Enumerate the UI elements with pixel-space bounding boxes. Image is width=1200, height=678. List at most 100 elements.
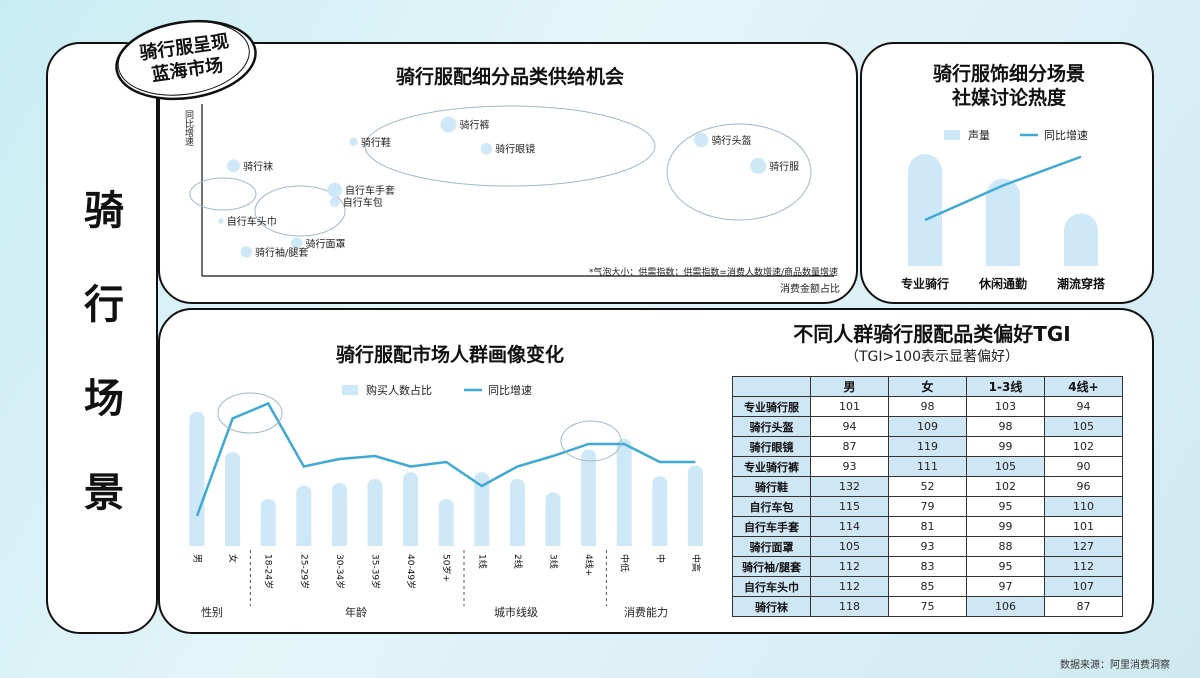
tgi-row-header: 专业骑行裤 bbox=[732, 456, 811, 477]
scene-bar-base bbox=[986, 249, 1020, 266]
tgi-row: 专业骑行服 101 98 103 94 bbox=[732, 396, 1123, 417]
scene-bar bbox=[986, 178, 1020, 266]
scene-title: 骑行服饰细分场景 社媒讨论热度 bbox=[862, 62, 1156, 110]
scene-growth-line bbox=[924, 155, 1082, 222]
crowd-title: 骑行服配市场人群画像变化 bbox=[335, 344, 564, 366]
tgi-row-header: 骑行头盔 bbox=[732, 416, 811, 437]
tgi-cell: 115 bbox=[810, 496, 889, 517]
tgi-cell: 90 bbox=[1044, 456, 1123, 477]
tgi-cell: 119 bbox=[888, 436, 967, 457]
cluster-ellipse bbox=[364, 105, 656, 187]
bubble-point bbox=[329, 197, 340, 208]
tgi-cell: 114 bbox=[810, 516, 889, 537]
bubble-label: 骑行头盔 bbox=[712, 134, 752, 147]
tgi-cell: 105 bbox=[966, 456, 1045, 477]
tgi-row: 骑行鞋 132 52 102 96 bbox=[732, 476, 1123, 497]
tgi-cell: 93 bbox=[810, 456, 889, 477]
tgi-cell: 118 bbox=[810, 596, 889, 617]
tgi-cell: 83 bbox=[888, 556, 967, 577]
crowd-bar-base bbox=[225, 538, 241, 546]
bubble-point bbox=[480, 142, 493, 155]
crowd-category-label: 4线+ bbox=[583, 554, 595, 576]
tgi-cell: 101 bbox=[1044, 516, 1123, 537]
tgi-row-header: 骑行袜 bbox=[732, 596, 811, 617]
tgi-row-header: 骑行眼镜 bbox=[732, 436, 811, 457]
side-title-panel: 骑 行 场 景 bbox=[46, 42, 158, 634]
bubble-label: 骑行面罩 bbox=[306, 237, 346, 250]
legend-bar-swatch bbox=[944, 130, 960, 140]
crowd-bar bbox=[331, 483, 347, 546]
bubble-label: 骑行袜 bbox=[243, 160, 273, 173]
legend-line-label: 同比增速 bbox=[1044, 128, 1088, 142]
tgi-cell: 95 bbox=[966, 556, 1045, 577]
crowd-bar-base bbox=[687, 538, 703, 546]
bubble-label: 骑行服 bbox=[769, 160, 799, 173]
bubble-point bbox=[349, 137, 358, 147]
bubble-label: 骑行袖/腿套 bbox=[255, 246, 308, 259]
tgi-header-row: 男女 1-3线 4线+ bbox=[732, 376, 1123, 397]
crowd-bar bbox=[296, 485, 312, 546]
side-title-char: 骑 bbox=[84, 187, 124, 234]
tgi-row-header: 骑行面罩 bbox=[732, 536, 811, 557]
tgi-cell: 105 bbox=[1044, 416, 1123, 437]
tgi-cell: 81 bbox=[888, 516, 967, 537]
crowd-bar-base bbox=[474, 538, 490, 546]
tgi-cell: 87 bbox=[1044, 596, 1123, 617]
tgi-cell: 96 bbox=[1044, 476, 1123, 497]
crowd-bar bbox=[687, 465, 703, 546]
tgi-cell: 102 bbox=[966, 476, 1045, 497]
tgi-row-header: 自行车头巾 bbox=[732, 576, 811, 597]
crowd-bar-base bbox=[189, 538, 205, 546]
bubble-label: 自行车包 bbox=[343, 196, 383, 209]
scene-title-line-2: 社媒讨论热度 bbox=[951, 87, 1066, 109]
cluster-ellipse bbox=[666, 123, 812, 221]
bubble-label: 骑行鞋 bbox=[361, 136, 391, 149]
tgi-cell: 127 bbox=[1044, 536, 1123, 557]
scene-bar-base bbox=[1064, 249, 1098, 266]
bubble-label: 骑行裤 bbox=[459, 119, 489, 132]
tgi-cell: 98 bbox=[888, 396, 967, 417]
tgi-cell: 107 bbox=[1044, 576, 1123, 597]
crowd-bar bbox=[403, 472, 419, 546]
tgi-cell: 105 bbox=[810, 536, 889, 557]
scene-category-label: 潮流穿搭 bbox=[1057, 276, 1106, 291]
crowd-category-label: 1线 bbox=[476, 554, 488, 569]
legend-line-label: 同比增速 bbox=[488, 383, 532, 397]
tgi-row: 骑行袜 118 75 106 87 bbox=[732, 596, 1123, 617]
tgi-cell: 101 bbox=[810, 396, 889, 417]
crowd-category-label: 2线 bbox=[512, 554, 524, 569]
tgi-cell: 97 bbox=[966, 576, 1045, 597]
bubble-point bbox=[218, 218, 224, 224]
group-label: 消费能力 bbox=[624, 605, 668, 619]
crowd-bar-base bbox=[331, 538, 347, 546]
cluster-ellipse bbox=[254, 185, 346, 237]
tgi-cell: 88 bbox=[966, 536, 1045, 557]
crowd-bar-base bbox=[652, 538, 668, 546]
tgi-cell: 52 bbox=[888, 476, 967, 497]
tgi-column-header: 4线+ bbox=[1044, 376, 1123, 397]
scene-category-label: 专业骑行 bbox=[901, 276, 949, 291]
crowd-bar bbox=[509, 479, 525, 546]
crowd-bar bbox=[225, 452, 241, 546]
tgi-subtitle: （TGI>100表示显著偏好） bbox=[845, 349, 1019, 365]
tgi-row: 自行车头巾 112 85 97 107 bbox=[732, 576, 1123, 597]
tgi-cell: 94 bbox=[1044, 396, 1123, 417]
tgi-row: 骑行袖/腿套 112 83 95 112 bbox=[732, 556, 1123, 577]
crowd-category-label: 25-29岁 bbox=[298, 554, 310, 589]
crowd-bar-base bbox=[581, 538, 597, 546]
y-axis-label: 同比增速 bbox=[183, 110, 194, 147]
tgi-column-header: 1-3线 bbox=[966, 376, 1045, 397]
highlight-ellipse bbox=[217, 392, 283, 434]
side-title-char: 行 bbox=[84, 281, 124, 328]
tgi-column-header bbox=[732, 376, 811, 397]
legend-bar-swatch bbox=[342, 385, 358, 395]
blue-ocean-badge: 骑行服呈现 蓝海市场 bbox=[107, 8, 265, 112]
crowd-category-label: 男 bbox=[192, 554, 203, 563]
scene-panel: 骑行服饰细分场景 社媒讨论热度 声量 同比增速 专业骑行 休闲通勤 潮流穿搭 bbox=[860, 42, 1154, 304]
tgi-column-header: 男 bbox=[810, 376, 889, 397]
cluster-ellipse bbox=[189, 177, 257, 211]
bubble-point bbox=[291, 237, 303, 250]
tgi-cell: 79 bbox=[888, 496, 967, 517]
tgi-row: 自行车包 115 79 95 110 bbox=[732, 496, 1123, 517]
tgi-column-header: 女 bbox=[888, 376, 967, 397]
